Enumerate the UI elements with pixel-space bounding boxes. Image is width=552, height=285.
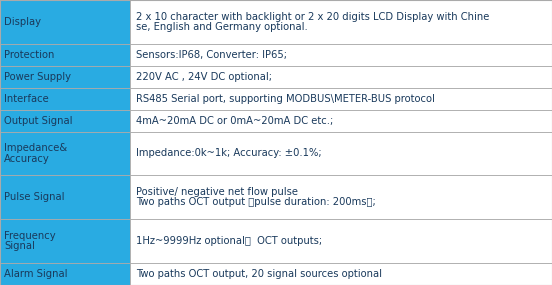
Text: Impedance&: Impedance& bbox=[4, 143, 68, 153]
Text: Signal: Signal bbox=[4, 241, 35, 251]
Bar bbox=[130, 88, 552, 110]
Text: Sensors:IP68, Converter: IP65;: Sensors:IP68, Converter: IP65; bbox=[136, 50, 288, 60]
Text: Alarm Signal: Alarm Signal bbox=[4, 269, 68, 279]
Text: Pulse Signal: Pulse Signal bbox=[4, 192, 65, 202]
Text: Interface: Interface bbox=[4, 94, 49, 104]
Text: Impedance:0k~1k; Accuracy: ±0.1%;: Impedance:0k~1k; Accuracy: ±0.1%; bbox=[136, 148, 322, 158]
Bar bbox=[130, 175, 552, 219]
Text: RS485 Serial port, supporting MODBUS\METER-BUS protocol: RS485 Serial port, supporting MODBUS\MET… bbox=[136, 94, 435, 104]
Bar bbox=[130, 263, 552, 285]
Text: Frequency: Frequency bbox=[4, 231, 56, 241]
Bar bbox=[0, 132, 130, 175]
Text: Display: Display bbox=[4, 17, 41, 27]
Bar bbox=[130, 66, 552, 88]
Text: se, English and Germany optional.: se, English and Germany optional. bbox=[136, 22, 308, 32]
Bar bbox=[0, 44, 130, 66]
Bar bbox=[130, 110, 552, 132]
Text: Protection: Protection bbox=[4, 50, 55, 60]
Text: 1Hz~9999Hz optional，  OCT outputs;: 1Hz~9999Hz optional， OCT outputs; bbox=[136, 236, 322, 246]
Text: 2 x 10 character with backlight or 2 x 20 digits LCD Display with Chine: 2 x 10 character with backlight or 2 x 2… bbox=[136, 12, 490, 22]
Bar bbox=[0, 0, 130, 44]
Bar bbox=[130, 0, 552, 44]
Text: Accuracy: Accuracy bbox=[4, 154, 50, 164]
Text: Output Signal: Output Signal bbox=[4, 116, 73, 126]
Text: Power Supply: Power Supply bbox=[4, 72, 71, 82]
Bar bbox=[130, 44, 552, 66]
Text: 4mA~20mA DC or 0mA~20mA DC etc.;: 4mA~20mA DC or 0mA~20mA DC etc.; bbox=[136, 116, 333, 126]
Text: Two paths OCT output, 20 signal sources optional: Two paths OCT output, 20 signal sources … bbox=[136, 269, 383, 279]
Bar bbox=[0, 263, 130, 285]
Bar bbox=[0, 88, 130, 110]
Bar bbox=[0, 175, 130, 219]
Bar bbox=[0, 110, 130, 132]
Bar bbox=[130, 219, 552, 263]
Text: 220V AC , 24V DC optional;: 220V AC , 24V DC optional; bbox=[136, 72, 272, 82]
Text: Two paths OCT output （pulse duration: 200ms）;: Two paths OCT output （pulse duration: 20… bbox=[136, 197, 376, 207]
Bar bbox=[0, 66, 130, 88]
Text: Positive/ negative net flow pulse: Positive/ negative net flow pulse bbox=[136, 187, 298, 197]
Bar bbox=[0, 219, 130, 263]
Bar bbox=[130, 132, 552, 175]
